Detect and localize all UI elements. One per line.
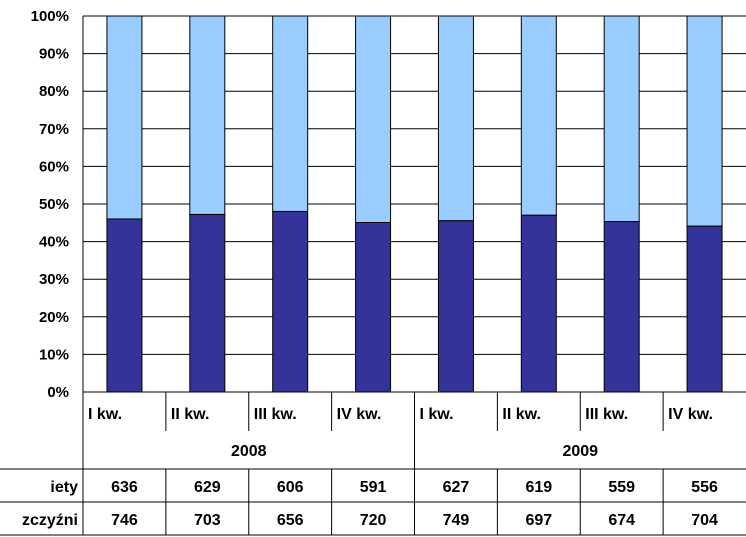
x-category-label: IV kw.: [337, 406, 382, 423]
data-table-cell: 746: [111, 512, 138, 529]
bar-segment-7-series-2: [603, 15, 640, 223]
data-table-cell: 697: [525, 512, 552, 529]
data-table-cell: 559: [608, 479, 635, 496]
data-table-cell: 674: [608, 512, 635, 529]
data-table-cell: 627: [443, 479, 470, 496]
gridlines: [83, 15, 746, 393]
x-category-label: I kw.: [88, 406, 122, 423]
year-group-label: 2008: [231, 443, 267, 460]
bar-segment-8-series-2: [686, 15, 723, 227]
bar-segment-2-series-1: [189, 213, 226, 393]
bar-segment-3-series-2: [272, 15, 309, 212]
bar-segment-6-series-2: [520, 15, 557, 216]
y-axis: 0% 10% 20% 30% 40% 50% 60% 70% 80% 90% 100%: [31, 8, 84, 401]
x-category-label: I kw.: [420, 406, 454, 423]
data-table-cell: 591: [360, 479, 387, 496]
y-tick-label: 90%: [39, 46, 69, 63]
y-tick-label: 80%: [39, 83, 69, 100]
bar-segment-2-series-2: [189, 15, 226, 215]
bar-segment-4-series-2: [355, 15, 392, 223]
bar-segment-4-series-1: [355, 221, 392, 393]
data-table-cell: 720: [360, 512, 387, 529]
y-tick-label: 0%: [47, 384, 69, 401]
x-category-label: III kw.: [585, 406, 628, 423]
y-tick-label: 20%: [39, 309, 69, 326]
data-table-cell: 556: [691, 479, 718, 496]
x-category-label: III kw.: [254, 406, 297, 423]
data-table-cell: 749: [443, 512, 470, 529]
bar-segment-5-series-2: [437, 15, 474, 222]
x-category-label: II kw.: [502, 406, 541, 423]
year-group-label: 2009: [562, 443, 598, 460]
y-tick-label: 30%: [39, 271, 69, 288]
y-tick-label: 40%: [39, 234, 69, 251]
legend-series-label: zczyźni: [22, 512, 78, 529]
bar-segment-1-series-1: [106, 218, 143, 393]
data-table-cell: 606: [277, 479, 304, 496]
bar-segment-5-series-1: [437, 220, 474, 393]
bar-segment-7-series-1: [603, 221, 640, 393]
data-table-cell: 619: [525, 479, 552, 496]
x-category-label: IV kw.: [668, 406, 713, 423]
bar-segment-6-series-1: [520, 214, 557, 393]
data-table-cell: 704: [691, 512, 718, 529]
data-table: I kw. II kw. III kw. IV kw. I kw. II kw. III k…: [0, 391, 746, 536]
data-table-cell: 656: [277, 512, 304, 529]
bars: [106, 15, 723, 393]
data-table-cell: 629: [194, 479, 221, 496]
y-tick-label: 50%: [39, 196, 69, 213]
data-table-cell: 703: [194, 512, 221, 529]
legend-series-label: iety: [50, 479, 78, 496]
bar-segment-3-series-1: [272, 210, 309, 393]
x-category-label: II kw.: [171, 406, 210, 423]
bar-segment-8-series-1: [686, 225, 723, 393]
y-tick-label: 70%: [39, 121, 69, 138]
data-table-cell: 636: [111, 479, 138, 496]
y-tick-label: 60%: [39, 158, 69, 175]
y-tick-label: 10%: [39, 346, 69, 363]
y-tick-label: 100%: [31, 8, 69, 25]
bar-segment-1-series-2: [106, 15, 143, 220]
